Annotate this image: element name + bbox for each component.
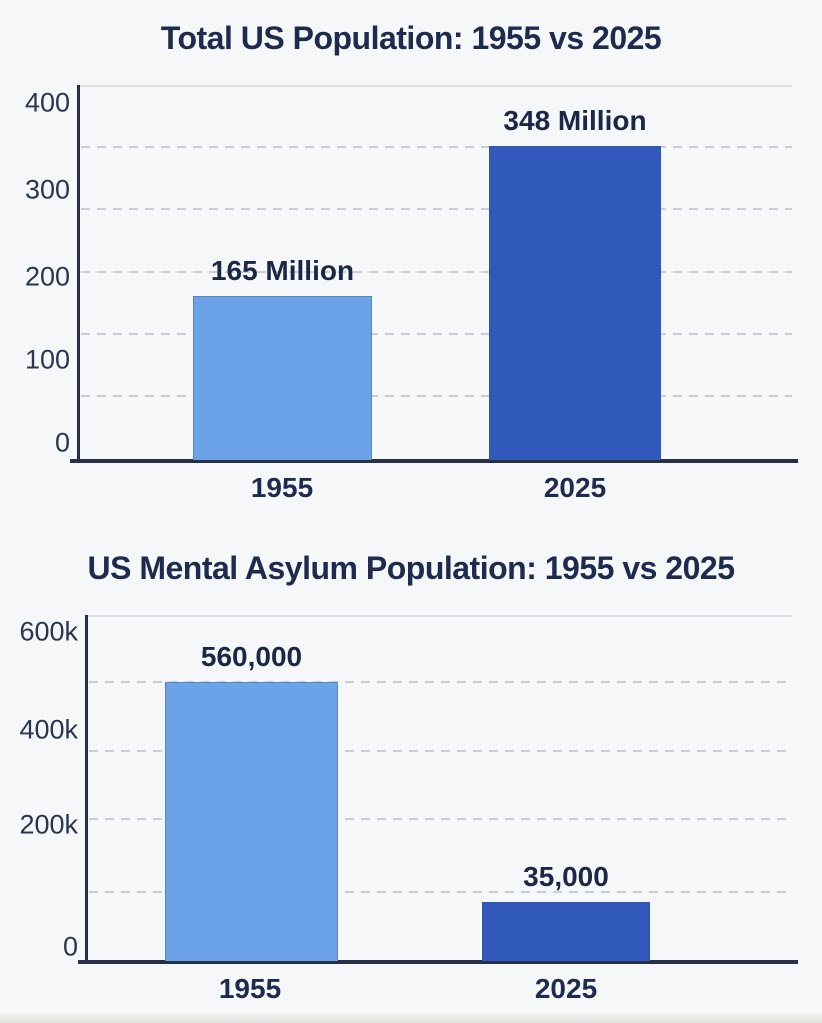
gridline bbox=[81, 207, 792, 210]
y-axis-tick-label: 400 bbox=[24, 87, 70, 118]
bar-value-label: 35,000 bbox=[523, 860, 609, 892]
bar-value-label: 165 Million bbox=[210, 255, 355, 287]
y-axis-tick-label: 200 bbox=[24, 261, 70, 292]
gridline bbox=[81, 270, 792, 273]
y-axis-tick-label: 200k bbox=[19, 809, 78, 840]
y-axis-tick-label: 600k bbox=[19, 616, 78, 647]
x-axis-line bbox=[70, 459, 798, 463]
y-axis-tick-label: 0 bbox=[62, 931, 78, 962]
y-axis-tick-label: 100 bbox=[24, 344, 70, 375]
x-axis-tick-label: 1955 bbox=[250, 472, 314, 503]
total-population-chart: Total US Population: 1955 vs 2025 400 300… bbox=[0, 20, 798, 503]
bar-1955 bbox=[193, 296, 372, 460]
gridline bbox=[89, 817, 792, 820]
bar-value-label: 560,000 bbox=[200, 641, 303, 673]
bar-2025 bbox=[482, 901, 650, 961]
gridline bbox=[89, 681, 792, 684]
y-axis-tick-labels: 400 300 200 100 0 bbox=[0, 85, 70, 460]
x-axis-tick-label: 2025 bbox=[534, 973, 598, 1004]
plot-area: 560,000 1955 35,000 2025 bbox=[78, 615, 798, 1004]
chart-title: US Mental Asylum Population: 1955 vs 202… bbox=[87, 550, 735, 586]
bar-1955 bbox=[165, 682, 338, 961]
gridline bbox=[81, 395, 792, 398]
gridline bbox=[81, 145, 792, 148]
y-axis-tick-label: 300 bbox=[24, 174, 70, 205]
gridline bbox=[81, 333, 792, 336]
gridline bbox=[89, 890, 792, 893]
chart-title: Total US Population: 1955 vs 2025 bbox=[160, 20, 662, 56]
gridline bbox=[89, 750, 792, 753]
bar-value-label: 348 Million bbox=[503, 105, 647, 137]
y-axis-tick-label: 0 bbox=[54, 427, 70, 458]
x-axis-line bbox=[78, 960, 798, 964]
plot-area: 165 Million 1955 348 Million 2025 bbox=[70, 85, 798, 503]
y-axis-tick-label: 400k bbox=[19, 714, 78, 745]
x-axis-tick-label: 2025 bbox=[543, 472, 607, 503]
bar-2025 bbox=[489, 146, 661, 460]
y-axis-tick-labels: 600k 400k 200k 0 bbox=[0, 615, 78, 961]
asylum-population-chart: US Mental Asylum Population: 1955 vs 202… bbox=[0, 540, 822, 1013]
bottom-edge-strip bbox=[0, 1013, 822, 1023]
x-axis-tick-label: 1955 bbox=[218, 973, 282, 1004]
